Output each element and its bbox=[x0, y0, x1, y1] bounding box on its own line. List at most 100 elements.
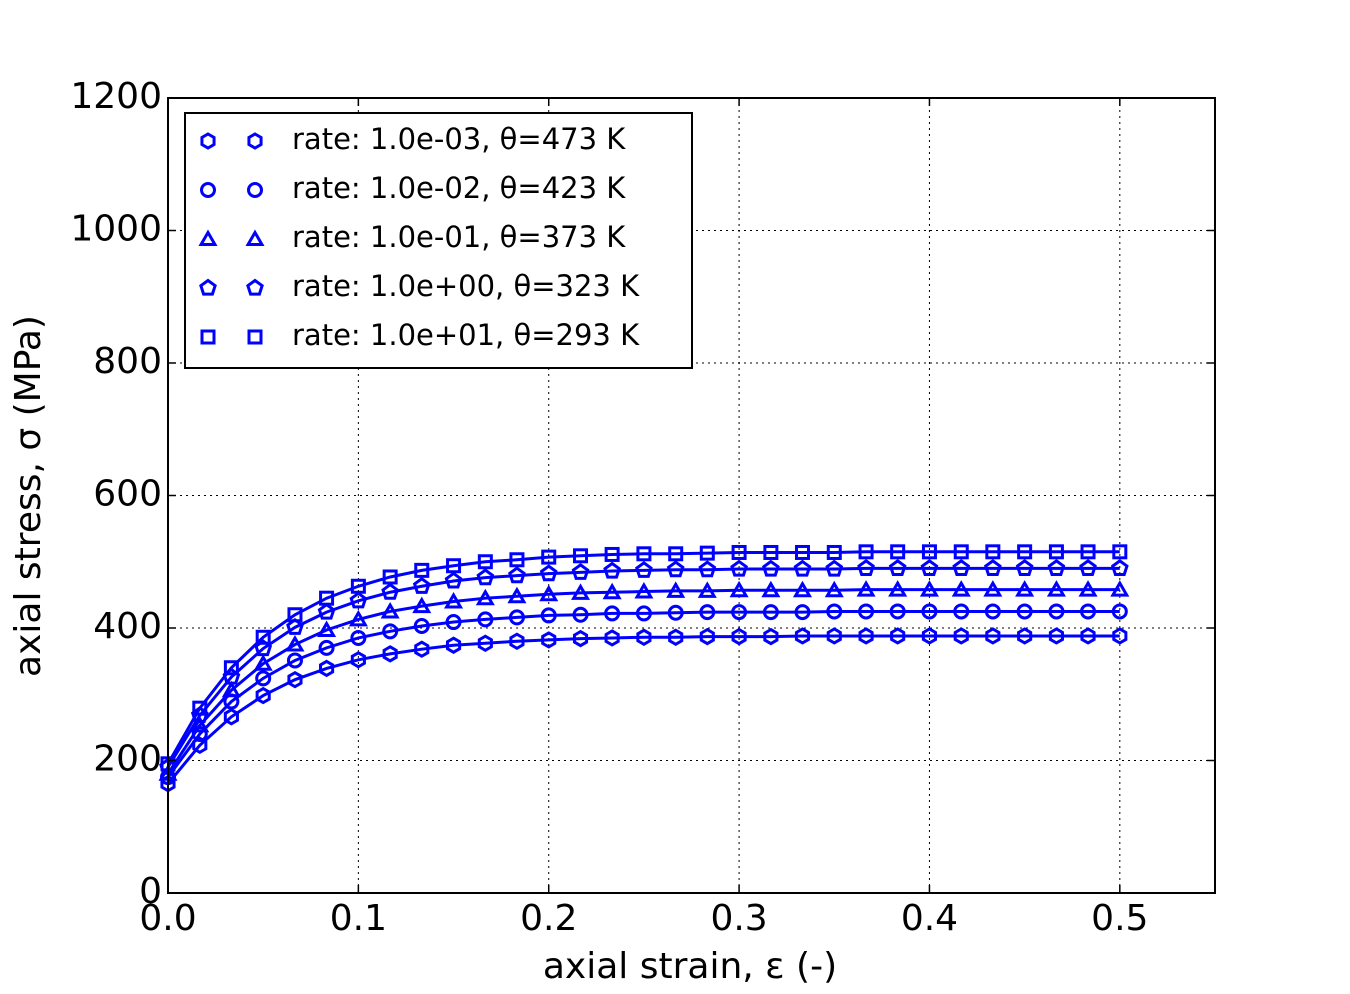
marker bbox=[570, 583, 591, 600]
marker bbox=[888, 580, 908, 597]
series-line bbox=[166, 566, 1120, 768]
marker bbox=[509, 552, 525, 568]
marker bbox=[382, 645, 398, 663]
marker bbox=[921, 603, 938, 620]
marker bbox=[761, 580, 781, 598]
marker bbox=[477, 634, 493, 652]
marker bbox=[539, 564, 558, 582]
marker bbox=[826, 603, 843, 620]
legend-box bbox=[184, 112, 693, 369]
marker bbox=[888, 559, 907, 576]
marker bbox=[380, 601, 400, 619]
marker bbox=[919, 580, 939, 597]
marker bbox=[190, 715, 210, 733]
marker bbox=[920, 559, 939, 576]
y-tick-label: 1000 bbox=[70, 209, 162, 250]
marker bbox=[1110, 559, 1129, 576]
marker bbox=[1080, 603, 1097, 620]
marker bbox=[1047, 559, 1066, 576]
marker bbox=[508, 609, 525, 626]
marker bbox=[245, 229, 265, 246]
marker bbox=[604, 629, 620, 647]
marker bbox=[1112, 544, 1128, 560]
y-tick-label: 1200 bbox=[70, 76, 162, 117]
marker bbox=[667, 604, 684, 621]
marker bbox=[1048, 627, 1064, 645]
marker bbox=[572, 606, 589, 623]
marker bbox=[699, 545, 715, 561]
marker bbox=[200, 182, 216, 198]
marker bbox=[1078, 580, 1098, 597]
marker bbox=[199, 278, 217, 296]
marker bbox=[541, 631, 557, 649]
marker bbox=[793, 559, 812, 577]
marker bbox=[668, 546, 684, 562]
marker bbox=[953, 603, 970, 620]
y-tick-label: 400 bbox=[93, 606, 162, 647]
marker bbox=[697, 581, 717, 598]
marker bbox=[509, 632, 525, 650]
marker bbox=[349, 591, 368, 609]
marker bbox=[445, 636, 462, 654]
marker bbox=[221, 680, 241, 698]
x-tick-label: 0.4 bbox=[901, 898, 958, 939]
marker bbox=[604, 605, 621, 622]
y-tick-label: 800 bbox=[93, 341, 162, 382]
marker bbox=[983, 580, 1003, 597]
marker bbox=[952, 559, 971, 576]
marker bbox=[255, 629, 271, 645]
marker bbox=[192, 736, 208, 754]
marker bbox=[729, 580, 749, 598]
marker bbox=[857, 559, 875, 576]
marker bbox=[731, 604, 748, 621]
marker bbox=[666, 560, 685, 578]
marker bbox=[953, 627, 969, 645]
marker bbox=[604, 546, 620, 562]
marker bbox=[953, 544, 969, 560]
marker bbox=[858, 603, 875, 620]
marker bbox=[824, 580, 844, 598]
marker bbox=[890, 544, 906, 560]
marker bbox=[508, 566, 526, 584]
series-line bbox=[166, 588, 1120, 775]
marker bbox=[223, 660, 239, 676]
marker bbox=[699, 627, 715, 646]
marker bbox=[317, 602, 336, 620]
marker bbox=[413, 618, 430, 635]
marker bbox=[951, 580, 971, 597]
y-tick-label: 200 bbox=[93, 739, 162, 780]
marker bbox=[792, 580, 813, 598]
marker bbox=[635, 605, 652, 622]
marker bbox=[636, 628, 652, 647]
marker bbox=[247, 132, 263, 150]
series-line bbox=[166, 550, 1120, 765]
x-tick-label: 0.2 bbox=[520, 898, 577, 939]
marker bbox=[858, 544, 874, 560]
plot-lines bbox=[158, 544, 1130, 793]
marker bbox=[858, 627, 874, 645]
marker bbox=[794, 604, 811, 621]
marker bbox=[730, 559, 748, 577]
marker bbox=[1080, 544, 1096, 560]
marker bbox=[1111, 603, 1128, 620]
marker bbox=[287, 670, 303, 689]
marker bbox=[477, 554, 493, 570]
marker bbox=[856, 580, 876, 597]
marker bbox=[731, 544, 747, 560]
marker bbox=[825, 559, 844, 577]
marker bbox=[1015, 580, 1035, 597]
marker bbox=[200, 329, 216, 345]
marker bbox=[1112, 627, 1128, 645]
x-tick-label: 0.5 bbox=[1091, 898, 1148, 939]
marker bbox=[540, 607, 557, 624]
marker bbox=[763, 544, 779, 560]
marker bbox=[348, 609, 368, 627]
marker bbox=[603, 561, 622, 579]
marker bbox=[1048, 544, 1064, 560]
marker bbox=[246, 278, 264, 296]
marker bbox=[446, 558, 462, 574]
marker bbox=[198, 229, 218, 246]
marker bbox=[572, 629, 589, 648]
marker bbox=[475, 588, 495, 606]
